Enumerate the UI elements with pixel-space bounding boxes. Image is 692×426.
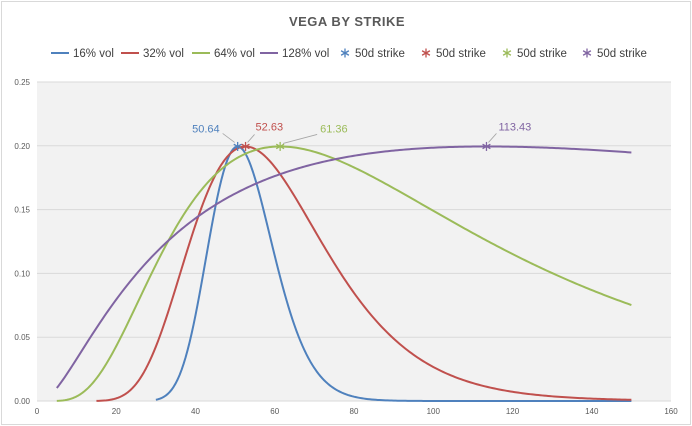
y-tick-label: 0.25 xyxy=(14,78,30,87)
legend-entry-label: 32% vol xyxy=(143,48,184,60)
x-tick-label: 140 xyxy=(585,407,599,416)
marker-leader-line xyxy=(283,134,318,144)
series-line-128-vol xyxy=(56,145,632,389)
legend-entry-label: 128% vol xyxy=(282,48,329,60)
star-stroke xyxy=(421,50,431,56)
marker-data-label: 50.64 xyxy=(192,123,220,135)
x-tick-label: 160 xyxy=(664,407,678,416)
x-tick-label: 40 xyxy=(191,407,200,416)
x-tick-label: 0 xyxy=(35,407,40,416)
series-line-32-vol xyxy=(96,145,632,402)
x-tick-label: 80 xyxy=(350,407,359,416)
marker-data-label: 113.43 xyxy=(498,121,531,133)
strike-marker xyxy=(233,141,242,151)
marker-data-label: 61.36 xyxy=(320,123,348,135)
legend-entry-label: 50d strike xyxy=(517,48,567,60)
legend-star-swatch xyxy=(502,48,512,58)
x-tick-label: 60 xyxy=(270,407,279,416)
star-stroke xyxy=(275,143,285,150)
legend-entry-label: 16% vol xyxy=(73,48,114,60)
strike-marker xyxy=(482,141,491,151)
marker-leader-line xyxy=(222,133,235,143)
series-line-64-vol xyxy=(56,145,632,402)
legend-entry-label: 64% vol xyxy=(214,48,255,60)
x-tick-label: 100 xyxy=(427,407,441,416)
legend-star-swatch xyxy=(421,48,431,58)
axes: 0.00 0.05 0.10 0.15 0.20 0.25 0 20 40 60 80 100 120 1… xyxy=(14,78,678,416)
marker-leader-line xyxy=(488,133,497,143)
y-tick-label: 0.15 xyxy=(14,206,30,215)
star-stroke xyxy=(233,143,242,150)
legend-entry-label: 50d strike xyxy=(436,48,486,60)
star-stroke xyxy=(502,50,512,56)
legend-entry-label: 50d strike xyxy=(597,48,647,60)
y-tick-label: 0.00 xyxy=(14,397,30,406)
star-stroke xyxy=(241,143,250,150)
x-tick-label: 20 xyxy=(112,407,121,416)
marker-leader-line xyxy=(247,134,255,143)
star-stroke xyxy=(582,50,592,56)
strike-marker xyxy=(241,141,250,151)
y-tick-label: 0.10 xyxy=(14,269,30,278)
chart-title: VEGA BY STRIKE xyxy=(289,14,405,29)
star-stroke xyxy=(340,50,350,56)
star-stroke xyxy=(482,143,491,150)
strike-marker xyxy=(275,141,285,151)
plot-area xyxy=(37,82,671,401)
legend-entry-label: 50d strike xyxy=(355,48,405,60)
strike-markers: 50.64 52.63 61.36 113.43 xyxy=(192,121,531,151)
legend: 16% vol 32% vol 64% vol 128% vol 50d strike 5… xyxy=(51,48,647,60)
legend-star-swatch xyxy=(340,48,350,58)
y-tick-label: 0.05 xyxy=(14,333,30,342)
legend-star-swatch xyxy=(582,48,592,58)
marker-data-label: 52.63 xyxy=(256,121,284,133)
y-tick-label: 0.20 xyxy=(14,142,30,151)
x-tick-label: 120 xyxy=(506,407,520,416)
